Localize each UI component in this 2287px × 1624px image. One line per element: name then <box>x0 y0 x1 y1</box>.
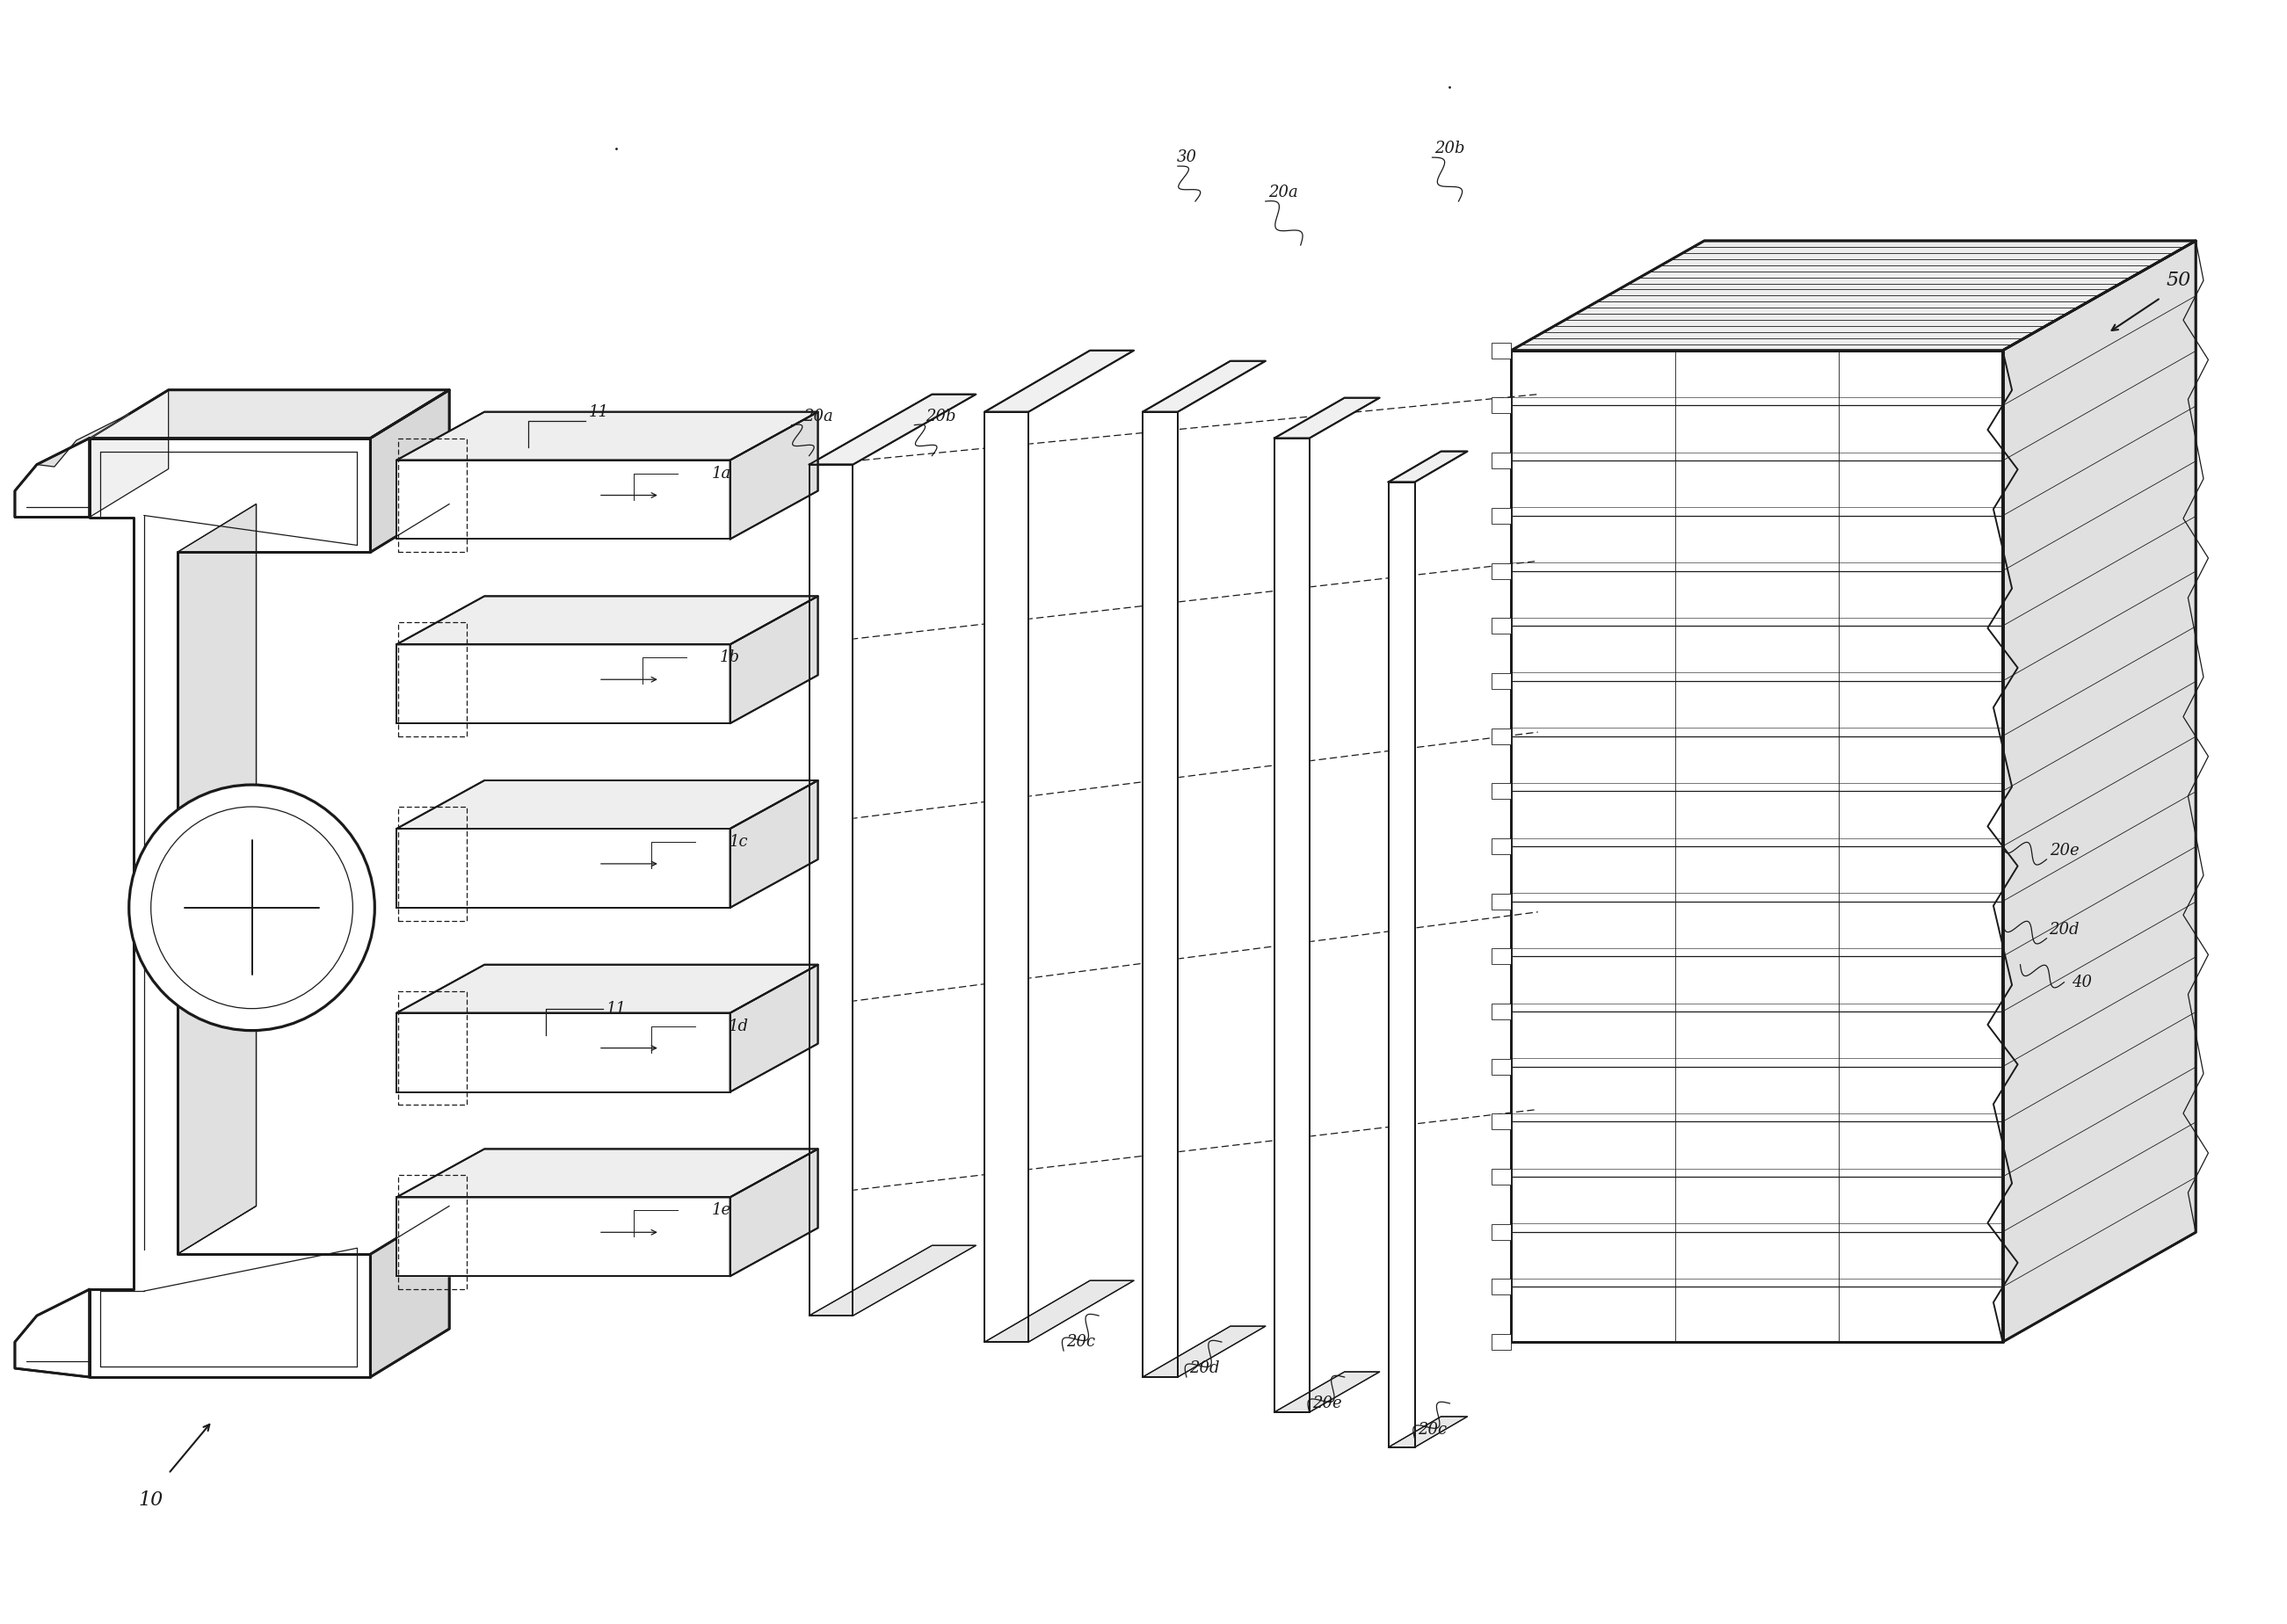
Text: 20a: 20a <box>1269 185 1299 200</box>
Text: 20e: 20e <box>2049 843 2079 859</box>
Polygon shape <box>1274 398 1379 438</box>
Bar <box>1491 1333 1512 1350</box>
Polygon shape <box>1274 1372 1379 1413</box>
Polygon shape <box>37 414 128 466</box>
Polygon shape <box>396 412 819 460</box>
Bar <box>1491 672 1512 689</box>
Polygon shape <box>810 464 853 1315</box>
Polygon shape <box>1704 240 2196 1233</box>
Polygon shape <box>89 438 370 1377</box>
Text: 1a: 1a <box>711 466 732 481</box>
Text: 50: 50 <box>2166 271 2191 291</box>
Polygon shape <box>810 395 977 464</box>
Bar <box>1491 1004 1512 1020</box>
Text: 1d: 1d <box>730 1018 750 1034</box>
Polygon shape <box>1388 482 1416 1447</box>
Text: 20d: 20d <box>1189 1361 1219 1376</box>
Text: 20b: 20b <box>1434 141 1466 156</box>
Polygon shape <box>396 1148 819 1197</box>
Polygon shape <box>396 965 819 1013</box>
Polygon shape <box>1512 351 2003 1341</box>
Polygon shape <box>810 1246 977 1315</box>
Polygon shape <box>1274 438 1310 1413</box>
Bar <box>1491 398 1512 414</box>
Polygon shape <box>1388 1416 1468 1447</box>
Bar <box>1491 893 1512 909</box>
Polygon shape <box>89 390 448 438</box>
Bar <box>1491 343 1512 359</box>
Text: 20a: 20a <box>803 408 832 424</box>
Bar <box>1491 1280 1512 1294</box>
Polygon shape <box>370 1207 448 1377</box>
Bar <box>1491 948 1512 965</box>
Bar <box>1491 508 1512 523</box>
Polygon shape <box>396 828 730 908</box>
Polygon shape <box>396 645 730 723</box>
Text: 11: 11 <box>588 404 608 419</box>
Text: 20b: 20b <box>926 408 956 424</box>
Polygon shape <box>396 460 730 539</box>
Text: 20d: 20d <box>2049 922 2079 937</box>
Bar <box>1491 1114 1512 1130</box>
Bar <box>1491 453 1512 468</box>
Polygon shape <box>730 596 819 723</box>
Text: 11: 11 <box>606 1000 627 1017</box>
Polygon shape <box>986 412 1029 1341</box>
Polygon shape <box>1144 361 1265 412</box>
Text: 10: 10 <box>140 1491 162 1510</box>
Text: 20c: 20c <box>1066 1333 1095 1350</box>
Polygon shape <box>16 438 89 516</box>
Bar <box>1491 1059 1512 1075</box>
Bar <box>1491 783 1512 799</box>
Polygon shape <box>396 781 819 828</box>
Text: 20c: 20c <box>1418 1423 1448 1437</box>
Circle shape <box>128 784 375 1031</box>
Polygon shape <box>1144 412 1178 1377</box>
Polygon shape <box>176 503 256 1254</box>
Polygon shape <box>370 390 448 552</box>
Bar <box>1491 728 1512 744</box>
Bar <box>1491 564 1512 578</box>
Bar <box>1491 1224 1512 1239</box>
Polygon shape <box>396 1197 730 1276</box>
Polygon shape <box>396 596 819 645</box>
Text: 1c: 1c <box>730 835 748 849</box>
Polygon shape <box>986 1281 1134 1341</box>
Polygon shape <box>16 1289 89 1377</box>
Polygon shape <box>986 351 1134 412</box>
Bar <box>1491 838 1512 854</box>
Polygon shape <box>730 412 819 539</box>
Polygon shape <box>730 965 819 1091</box>
Polygon shape <box>89 390 169 516</box>
Bar <box>1491 619 1512 633</box>
Text: 40: 40 <box>2072 974 2093 991</box>
Bar <box>1491 1169 1512 1184</box>
Polygon shape <box>2003 240 2196 1341</box>
Text: 1b: 1b <box>720 650 741 666</box>
Text: 1e: 1e <box>711 1202 732 1218</box>
Text: 20e: 20e <box>1313 1395 1342 1411</box>
Polygon shape <box>730 781 819 908</box>
Polygon shape <box>1144 1327 1265 1377</box>
Polygon shape <box>396 1013 730 1091</box>
Polygon shape <box>1512 240 2196 351</box>
Text: 30: 30 <box>1176 149 1196 166</box>
Polygon shape <box>1388 451 1468 482</box>
Polygon shape <box>730 1148 819 1276</box>
